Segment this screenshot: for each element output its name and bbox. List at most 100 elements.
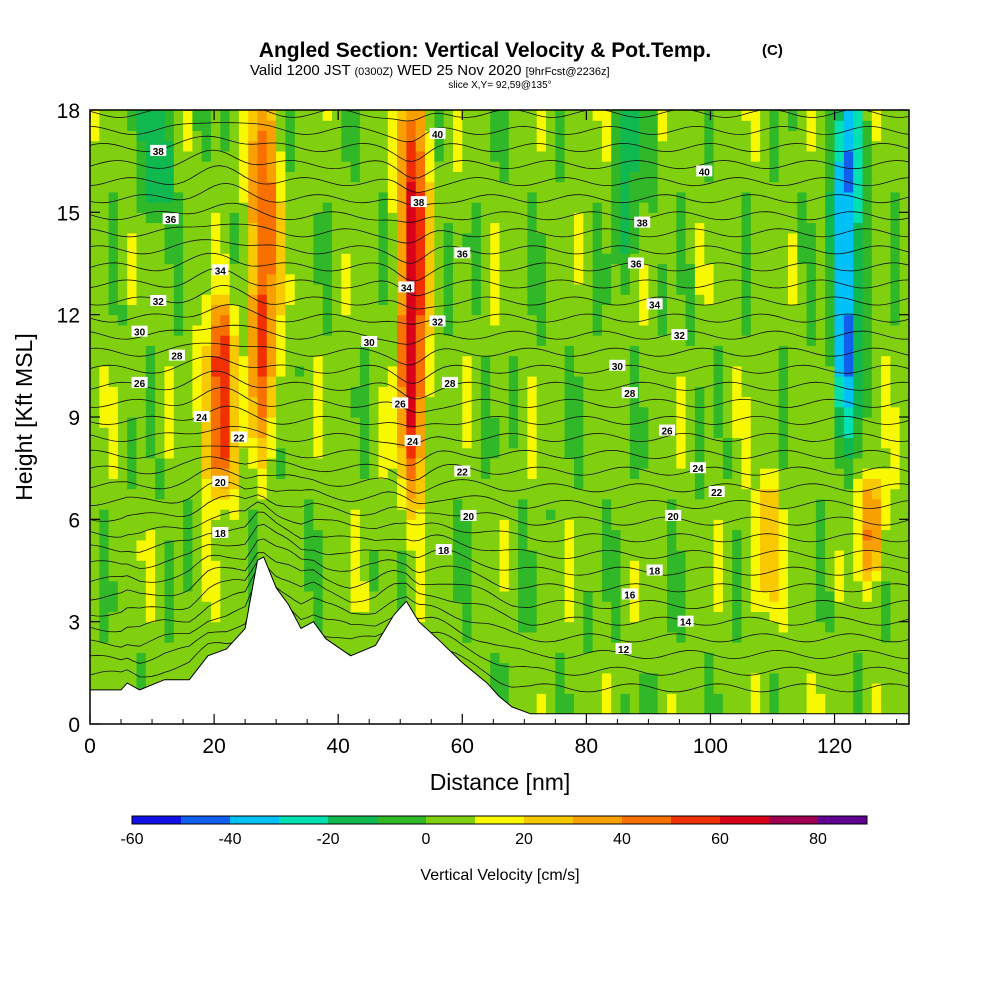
velocity-cell	[843, 232, 854, 244]
velocity-cell	[694, 611, 705, 623]
velocity-cell	[629, 529, 640, 541]
velocity-cell	[471, 376, 482, 387]
velocity-cell	[499, 365, 510, 377]
velocity-cell	[713, 693, 724, 705]
velocity-cell	[238, 386, 249, 398]
velocity-cell	[592, 284, 603, 295]
velocity-cell	[155, 365, 165, 377]
velocity-cell	[843, 304, 854, 316]
velocity-cell	[453, 437, 463, 449]
velocity-cell	[704, 181, 715, 193]
velocity-cell	[778, 161, 789, 172]
velocity-cell	[499, 304, 510, 316]
velocity-cell	[378, 324, 389, 336]
velocity-cell	[453, 130, 463, 142]
velocity-cell	[434, 437, 445, 449]
velocity-cell	[90, 345, 100, 357]
velocity-cell	[192, 417, 203, 428]
velocity-cell	[722, 457, 733, 469]
velocity-cell	[257, 417, 268, 428]
velocity-cell	[350, 550, 361, 561]
velocity-cell	[145, 519, 156, 531]
velocity-cell	[750, 273, 761, 285]
velocity-cell	[211, 161, 221, 172]
velocity-cell	[713, 672, 724, 684]
velocity-cell	[639, 417, 649, 428]
velocity-cell	[136, 672, 147, 684]
velocity-cell	[211, 621, 221, 633]
velocity-cell	[462, 611, 473, 623]
velocity-cell	[322, 580, 333, 592]
velocity-cell	[601, 703, 612, 715]
velocity-cell	[164, 560, 175, 572]
velocity-cell	[611, 417, 622, 428]
velocity-cell	[825, 396, 836, 408]
velocity-cell	[471, 642, 482, 653]
velocity-cell	[527, 376, 538, 387]
velocity-cell	[620, 161, 631, 172]
velocity-cell	[843, 273, 854, 285]
velocity-cell	[741, 263, 752, 275]
velocity-cell	[220, 488, 231, 500]
velocity-cell	[332, 140, 342, 152]
velocity-cell	[760, 447, 770, 459]
velocity-cell	[667, 631, 677, 643]
velocity-cell	[788, 570, 798, 582]
velocity-cell	[406, 253, 417, 265]
velocity-cell	[815, 263, 826, 275]
velocity-cell	[341, 427, 352, 438]
velocity-cell	[667, 672, 677, 684]
velocity-cell	[266, 447, 277, 459]
velocity-cell	[434, 560, 445, 572]
velocity-cell	[592, 161, 603, 172]
velocity-cell	[574, 365, 584, 377]
velocity-cell	[155, 642, 165, 653]
velocity-cell	[834, 468, 845, 479]
velocity-cell	[397, 355, 407, 367]
velocity-cell	[769, 263, 780, 275]
velocity-cell	[471, 191, 482, 203]
velocity-cell	[564, 386, 575, 398]
velocity-cell	[760, 386, 770, 398]
velocity-cell	[778, 550, 789, 561]
velocity-cell	[127, 468, 138, 479]
velocity-cell	[815, 222, 826, 234]
velocity-cell	[145, 498, 156, 510]
velocity-cell	[406, 498, 417, 510]
velocity-cell	[788, 539, 798, 551]
velocity-cell	[304, 580, 314, 592]
velocity-cell	[406, 232, 417, 244]
velocity-cell	[406, 304, 417, 316]
velocity-cell	[769, 202, 780, 213]
velocity-cell	[108, 202, 119, 213]
velocity-cell	[462, 212, 473, 224]
velocity-cell	[378, 601, 389, 612]
velocity-cell	[732, 601, 743, 612]
velocity-cell	[201, 468, 212, 479]
velocity-cell	[555, 171, 566, 183]
velocity-cell	[443, 345, 454, 357]
velocity-cell	[127, 386, 138, 398]
velocity-cell	[778, 683, 789, 694]
velocity-cell	[778, 355, 789, 367]
velocity-cell	[676, 171, 687, 183]
velocity-cell	[788, 120, 798, 131]
velocity-cell	[266, 478, 277, 490]
velocity-cell	[546, 591, 556, 602]
velocity-cell	[127, 611, 138, 623]
velocity-cell	[387, 140, 398, 152]
velocity-cell	[564, 150, 575, 162]
velocity-cell	[685, 631, 696, 643]
velocity-cell	[583, 662, 594, 674]
velocity-cell	[499, 273, 510, 285]
velocity-cell	[229, 181, 240, 193]
velocity-cell	[527, 314, 538, 326]
velocity-cell	[629, 202, 640, 213]
velocity-cell	[99, 253, 110, 265]
velocity-cell	[760, 560, 770, 572]
velocity-cell	[266, 294, 277, 305]
velocity-cell	[276, 110, 286, 121]
velocity-cell	[341, 181, 352, 193]
velocity-cell	[546, 457, 556, 469]
velocity-cell	[397, 365, 407, 377]
